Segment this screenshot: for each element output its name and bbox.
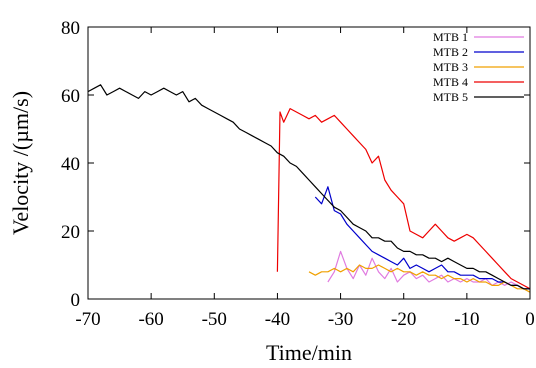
legend-label-mtb-2: MTB 2 [433,45,468,59]
ticks-layer [87,26,531,300]
ticklabel-layer: -70 -60 -50 -40 -30 -20 -10 0 0 20 40 60 80 [61,18,535,330]
y-axis-title: Velocity /(µm/s) [8,91,33,235]
legend-label-mtb-1: MTB 1 [433,30,468,44]
series-line-mtb-5 [87,84,530,290]
legend-label-mtb-4: MTB 4 [433,75,468,89]
series-line-mtb-4 [276,107,531,290]
x-tick-label: -20 [391,309,416,330]
legend-label-mtb-3: MTB 3 [433,60,468,74]
x-tick-label: 0 [525,309,535,330]
x-tick-label: -10 [454,309,479,330]
x-tick-label: -60 [138,309,163,330]
x-tick-label: -30 [328,309,353,330]
series-line-mtb-3 [308,264,531,293]
legend-label-mtb-5: MTB 5 [433,90,468,104]
series-line-mtb-2 [314,186,530,290]
y-tick-label: 40 [61,154,80,175]
y-tick-label: 0 [71,290,81,311]
y-tick-label: 80 [61,18,80,39]
series-layer [87,84,531,293]
x-axis-title: Time/min [266,340,352,365]
y-tick-label: 60 [61,86,80,107]
x-tick-label: -40 [265,309,290,330]
x-tick-label: -50 [202,309,227,330]
y-tick-label: 20 [61,222,80,243]
x-tick-label: -70 [75,309,100,330]
series-line-mtb-1 [327,250,530,290]
